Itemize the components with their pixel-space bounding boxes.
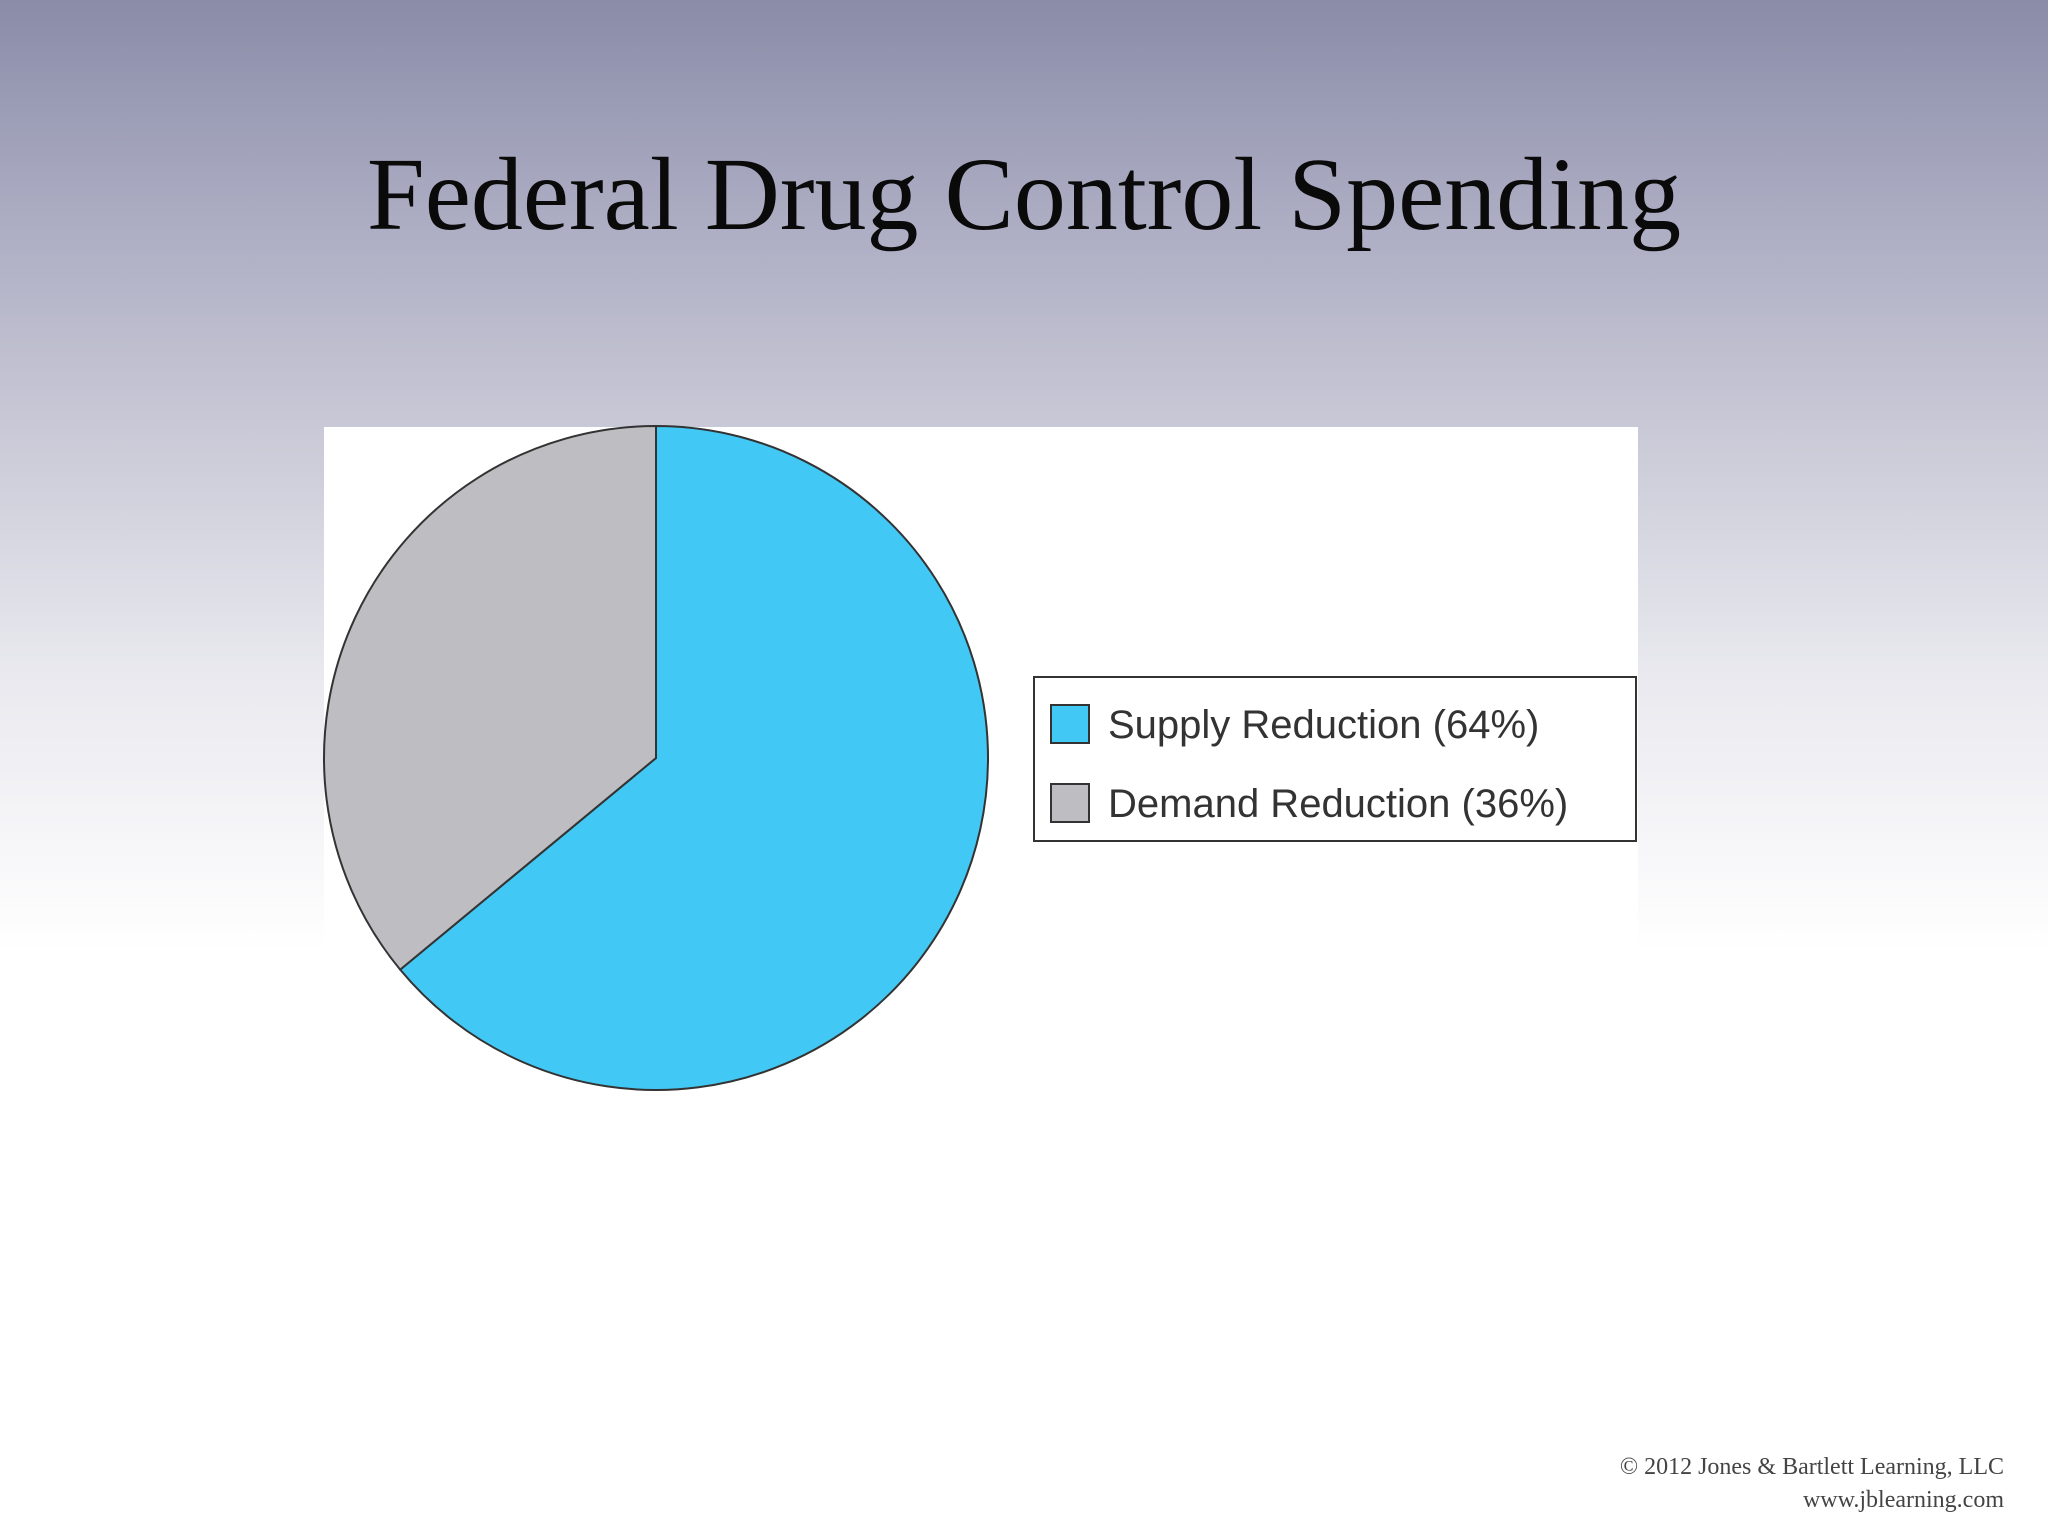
legend-swatch-supply bbox=[1050, 704, 1090, 744]
legend-label-supply: Supply Reduction (64%) bbox=[1108, 703, 1539, 747]
pie-slice-supply bbox=[398, 424, 989, 1091]
footer: © 2012 Jones & Bartlett Learning, LLC ww… bbox=[1620, 1451, 2004, 1516]
slide-title: Federal Drug Control Spending bbox=[366, 137, 1682, 252]
legend-swatch-demand bbox=[1050, 783, 1090, 823]
legend-label-demand: Demand Reduction (36%) bbox=[1108, 782, 1568, 826]
website-url: www.jblearning.com bbox=[1802, 1486, 2004, 1513]
copyright-text: © 2012 Jones & Bartlett Learning, LLC bbox=[1619, 1454, 2004, 1481]
legend-box bbox=[1033, 676, 1637, 842]
pie-slice-demand bbox=[323, 424, 657, 972]
chart-legend: Supply Reduction (64%) Demand Reduction (… bbox=[1033, 676, 1637, 842]
pie-slices bbox=[323, 424, 989, 1091]
